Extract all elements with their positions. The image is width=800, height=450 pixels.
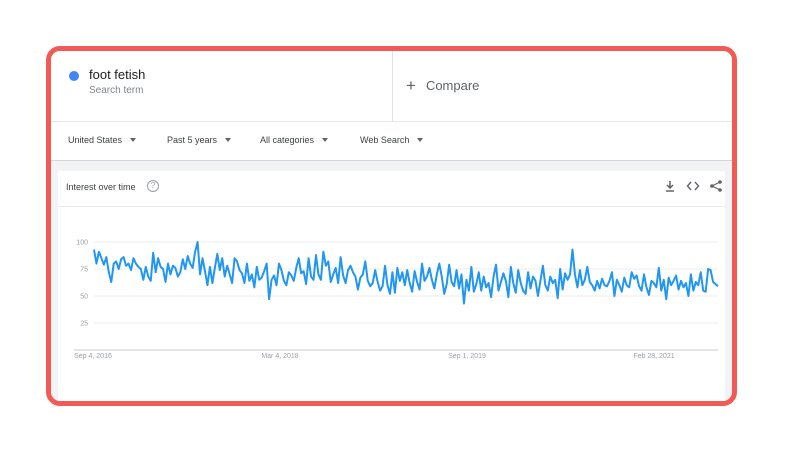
plus-icon: + <box>406 76 416 95</box>
panel-header: Interest over time ? <box>58 171 725 207</box>
category-label: All categories <box>260 135 315 145</box>
time-range-dropdown[interactable]: Past 5 years <box>167 135 232 145</box>
category-dropdown[interactable]: All categories <box>260 135 329 145</box>
share-icon[interactable] <box>709 179 723 193</box>
compare-label: Compare <box>425 78 480 93</box>
interest-line-chart: 100 75 50 25 Sep 4, 2016 Mar 4, 2018 Sep 1, 2… <box>74 240 719 360</box>
search-type-label: Web Search <box>360 135 410 145</box>
search-term-item[interactable]: foot fetish Search term <box>51 51 393 121</box>
search-term-name[interactable]: foot fetish <box>89 67 146 82</box>
y-axis-ticks: 100 75 50 25 <box>76 240 88 328</box>
y-tick-label: 100 <box>76 240 88 247</box>
search-type-dropdown[interactable]: Web Search <box>360 135 424 145</box>
highlight-frame: foot fetish Search term + Compare United … <box>46 46 737 406</box>
filter-bar: United States Past 5 years All categorie… <box>51 121 732 161</box>
help-icon[interactable]: ? <box>147 180 159 192</box>
x-tick-label: Sep 1, 2019 <box>448 353 486 360</box>
caret-down-icon <box>225 138 232 142</box>
series-line-foot-fetish <box>93 241 719 305</box>
download-icon[interactable] <box>663 179 677 193</box>
series-color-dot <box>69 71 79 81</box>
x-axis-ticks: Sep 4, 2016 Mar 4, 2018 Sep 1, 2019 Feb 28,… <box>74 353 675 360</box>
x-tick-label: Feb 28, 2021 <box>633 353 674 360</box>
embed-icon[interactable] <box>686 179 700 193</box>
caret-down-icon <box>130 138 137 142</box>
search-term-subtitle: Search term <box>89 85 144 96</box>
caret-down-icon <box>322 138 329 142</box>
region-label: United States <box>68 135 123 145</box>
region-dropdown[interactable]: United States <box>68 135 137 145</box>
search-term-card: foot fetish Search term + Compare <box>51 51 732 121</box>
panel-title: Interest over time <box>66 182 136 192</box>
y-tick-label: 25 <box>80 321 88 328</box>
interest-over-time-panel: Interest over time ? 100 75 50 25 Sep 4, 20… <box>58 171 725 401</box>
x-tick-label: Mar 4, 2018 <box>261 353 298 360</box>
chart-gridlines <box>74 241 718 351</box>
x-tick-label: Sep 4, 2016 <box>74 353 112 360</box>
compare-button[interactable]: + Compare <box>406 75 479 95</box>
y-tick-label: 75 <box>80 267 88 274</box>
time-range-label: Past 5 years <box>167 135 218 145</box>
y-tick-label: 50 <box>80 294 88 301</box>
caret-down-icon <box>417 138 424 142</box>
